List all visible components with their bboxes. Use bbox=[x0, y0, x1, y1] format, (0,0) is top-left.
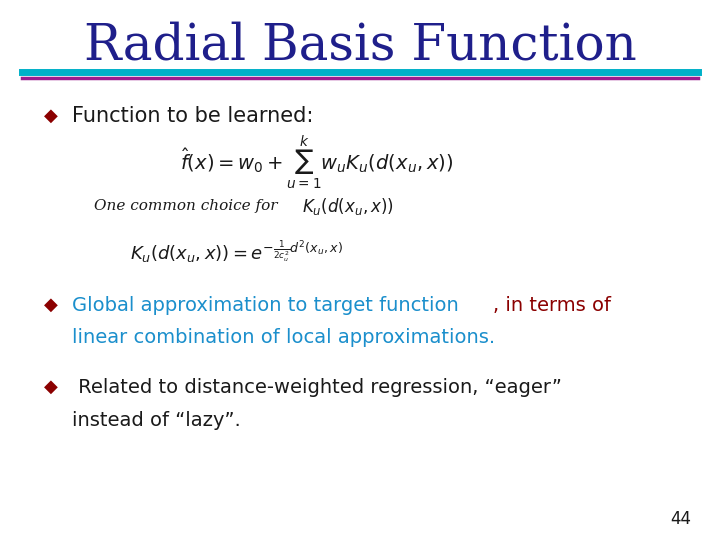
Text: Function to be learned:: Function to be learned: bbox=[72, 106, 313, 126]
Text: ◆: ◆ bbox=[43, 107, 58, 125]
Text: ◆: ◆ bbox=[43, 296, 58, 314]
Text: $\hat{f}(x) = w_0 + \sum_{u=1}^{k} w_u K_u(d(x_u, x))$: $\hat{f}(x) = w_0 + \sum_{u=1}^{k} w_u K… bbox=[180, 133, 454, 191]
Text: $K_u(d(x_u, x)) = e^{-\frac{1}{2c_u^2}d^2(x_u, x)}$: $K_u(d(x_u, x)) = e^{-\frac{1}{2c_u^2}d^… bbox=[130, 238, 343, 265]
Text: Global approximation to target function: Global approximation to target function bbox=[72, 295, 459, 315]
Text: $K_u(d(x_u, x))$: $K_u(d(x_u, x))$ bbox=[302, 196, 395, 217]
Text: instead of “lazy”.: instead of “lazy”. bbox=[72, 410, 240, 430]
Text: One common choice for: One common choice for bbox=[94, 199, 277, 213]
Text: ◆: ◆ bbox=[43, 378, 58, 396]
Text: , in terms of: , in terms of bbox=[493, 295, 611, 315]
Text: linear combination of local approximations.: linear combination of local approximatio… bbox=[72, 328, 495, 347]
Text: Related to distance-weighted regression, “eager”: Related to distance-weighted regression,… bbox=[72, 377, 562, 397]
Text: 44: 44 bbox=[670, 510, 691, 529]
Text: Radial Basis Function: Radial Basis Function bbox=[84, 21, 636, 71]
